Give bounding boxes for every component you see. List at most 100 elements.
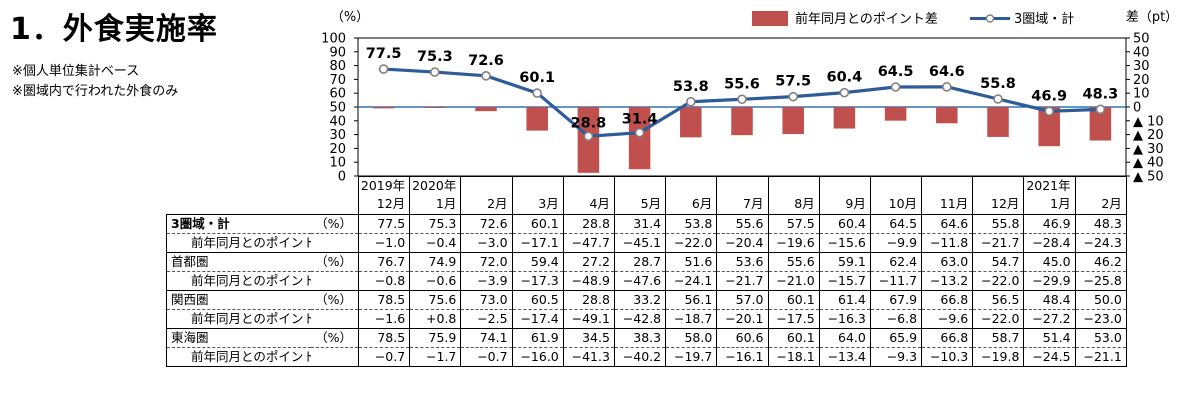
data-label: 31.4 <box>622 112 658 128</box>
legend-line-label: 3圏域・計 <box>1014 11 1074 27</box>
region-row: 首都圏 （%） 76.7 74.9 72.0 59.4 27.2 28.7 51.6 53.6 55… <box>166 252 1127 272</box>
cell-value: −1.7 <box>409 347 461 367</box>
total-line-marker <box>1044 106 1054 117</box>
cell-value: 31.4 <box>613 213 666 234</box>
cell-value: −24.5 <box>1023 347 1076 367</box>
year-label <box>818 176 871 196</box>
cell-value: −20.1 <box>716 309 768 329</box>
cell-value: −17.5 <box>767 309 820 329</box>
right-axis-tick-label: 50 <box>1133 32 1150 47</box>
cell-value: −19.8 <box>972 347 1024 367</box>
cell-value: −48.9 <box>562 271 615 291</box>
diff-bar <box>884 107 907 121</box>
cell-value: 55.6 <box>767 252 820 272</box>
month-header: 8月 <box>767 195 820 215</box>
cell-value: −2.5 <box>460 309 513 329</box>
total-line-marker <box>993 94 1003 104</box>
cell-value: −0.7 <box>460 347 513 367</box>
row-label: 前年同月とのポイント差 <box>166 271 311 291</box>
row-unit: （%） <box>310 290 359 310</box>
year-label <box>716 176 768 196</box>
left-axis-tick-label: 60 <box>329 87 346 102</box>
cell-value: 72.6 <box>460 213 513 234</box>
diff-bar <box>680 107 702 138</box>
cell-value: 60.1 <box>511 213 564 234</box>
row-unit: （%） <box>310 252 359 272</box>
left-axis-tick-label: 50 <box>329 101 346 116</box>
cell-value: 53.0 <box>1074 328 1127 348</box>
cell-value: −21.7 <box>716 271 768 291</box>
cell-value: −19.7 <box>665 347 717 367</box>
diff-bar <box>782 107 804 135</box>
cell-value: 55.8 <box>972 213 1024 234</box>
diff-bar <box>475 107 497 112</box>
data-label: 72.6 <box>468 53 504 69</box>
cell-value: 54.7 <box>972 252 1024 272</box>
cell-value: −42.8 <box>613 309 666 329</box>
month-header: 2月 <box>1074 195 1127 215</box>
cell-value: −19.6 <box>767 233 820 253</box>
total-line-marker <box>1095 104 1106 115</box>
legend-line-marker <box>985 14 995 23</box>
cell-value: 27.2 <box>562 252 615 272</box>
month-header: 3月 <box>511 195 564 215</box>
row-unit <box>310 347 359 367</box>
cell-value: −17.1 <box>511 233 564 253</box>
left-axis-unit: （%） <box>331 10 369 25</box>
cell-value: −13.4 <box>818 347 871 367</box>
data-label: 60.1 <box>519 70 555 86</box>
cell-value: 66.8 <box>921 328 973 348</box>
right-axis-tick-label: 10 <box>1133 87 1150 102</box>
cell-value: −23.0 <box>1074 309 1127 329</box>
cell-value: −9.9 <box>869 233 922 253</box>
cell-value: −16.3 <box>818 309 871 329</box>
year-label <box>511 176 564 196</box>
month-header: 12月 <box>357 195 410 215</box>
diff-bar <box>833 107 856 129</box>
cell-value: 53.6 <box>716 252 768 272</box>
cell-value: 75.3 <box>409 213 461 234</box>
cell-value: −28.4 <box>1023 233 1076 253</box>
cell-value: 66.8 <box>921 290 973 310</box>
cell-value: 60.4 <box>818 213 871 234</box>
data-label: 28.8 <box>571 115 607 131</box>
data-label: 55.8 <box>980 76 1016 92</box>
right-axis-tick-label: ▲ 50 <box>1133 170 1164 185</box>
cell-value: −11.8 <box>921 233 973 253</box>
cell-value: −29.9 <box>1023 271 1076 291</box>
diff-bar <box>526 107 548 131</box>
data-label: 46.9 <box>1031 88 1067 104</box>
year-label: 2021年 <box>1023 176 1076 196</box>
region-row: 3圏域・計 （%） 77.5 75.3 72.6 60.1 28.8 31.4 53.8 55.6… <box>166 213 1127 234</box>
cell-value: −16.1 <box>716 347 768 367</box>
diff-bar <box>372 107 395 109</box>
year-label <box>921 176 973 196</box>
diff-row: 前年同月とのポイント差−0.7−1.7−0.7−16.0−41.3−40.2−1… <box>166 347 1127 367</box>
cell-value: 64.6 <box>921 213 973 234</box>
diff-row: 前年同月とのポイント差−0.8−0.6−3.9−17.3−48.9−47.6−2… <box>166 271 1127 291</box>
cell-value: 59.4 <box>511 252 564 272</box>
region-row: 東海圏 （%） 78.5 75.9 74.1 61.9 34.5 38.3 58.0 60.6 60… <box>166 328 1127 348</box>
year-label <box>1074 176 1127 196</box>
data-label: 64.6 <box>929 64 965 80</box>
year-label <box>562 176 615 196</box>
right-axis-tick-label: ▲ 20 <box>1133 128 1164 143</box>
note-basis: ※個人単位集計ベース <box>12 64 140 79</box>
cell-value: 75.6 <box>409 290 461 310</box>
cell-value: −24.1 <box>665 271 717 291</box>
cell-value: −0.6 <box>409 271 461 291</box>
cell-value: −11.7 <box>869 271 922 291</box>
month-header: 12月 <box>972 195 1024 215</box>
right-axis-tick-label: 0 <box>1133 101 1141 116</box>
right-axis-tick-label: ▲ 30 <box>1133 142 1164 157</box>
cell-value: −0.8 <box>357 271 410 291</box>
left-axis-tick-label: 20 <box>329 142 346 157</box>
cell-value: 78.5 <box>357 290 410 310</box>
cell-value: 53.8 <box>665 213 717 234</box>
cell-value: 61.4 <box>818 290 871 310</box>
row-label: 前年同月とのポイント差 <box>166 309 311 329</box>
left-axis-tick-label: 40 <box>329 114 346 129</box>
diff-row: 前年同月とのポイント差−1.6+0.8−2.5−17.4−49.1−42.8−1… <box>166 309 1127 329</box>
cell-value: −1.0 <box>357 233 410 253</box>
cell-value: 61.9 <box>511 328 564 348</box>
